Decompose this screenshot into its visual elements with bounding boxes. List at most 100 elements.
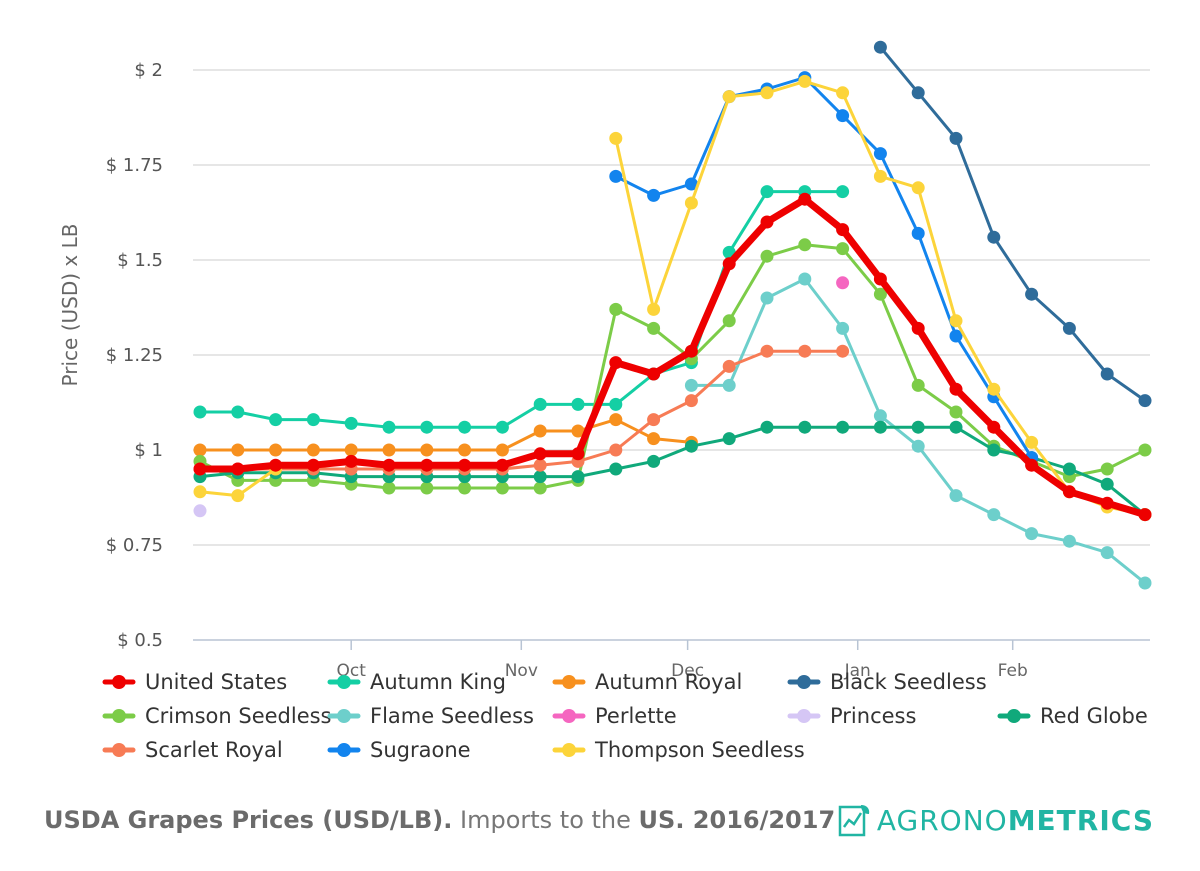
- data-point[interactable]: [722, 90, 736, 104]
- data-point[interactable]: [193, 485, 207, 499]
- data-point[interactable]: [1138, 394, 1152, 408]
- data-point[interactable]: [987, 508, 1001, 522]
- data-point[interactable]: [193, 462, 207, 476]
- data-point[interactable]: [269, 413, 283, 427]
- data-point[interactable]: [533, 447, 547, 461]
- data-point[interactable]: [684, 394, 698, 408]
- data-point[interactable]: [987, 420, 1001, 434]
- data-point[interactable]: [495, 420, 509, 434]
- data-point[interactable]: [873, 169, 887, 183]
- data-point[interactable]: [269, 458, 283, 472]
- data-point[interactable]: [306, 413, 320, 427]
- data-point[interactable]: [911, 420, 925, 434]
- data-point[interactable]: [1138, 508, 1152, 522]
- legend-item[interactable]: Crimson Seedless: [102, 704, 332, 728]
- legend-item[interactable]: Scarlet Royal: [102, 738, 283, 762]
- data-point[interactable]: [647, 302, 661, 316]
- data-point[interactable]: [571, 447, 585, 461]
- data-point[interactable]: [1025, 435, 1039, 449]
- data-point[interactable]: [949, 489, 963, 503]
- data-point[interactable]: [911, 439, 925, 453]
- legend-item[interactable]: Princess: [787, 704, 916, 728]
- data-point[interactable]: [873, 287, 887, 301]
- data-point[interactable]: [571, 424, 585, 438]
- data-point[interactable]: [949, 131, 963, 145]
- data-point[interactable]: [344, 416, 358, 430]
- data-point[interactable]: [1138, 443, 1152, 457]
- data-point[interactable]: [231, 405, 245, 419]
- data-point[interactable]: [420, 458, 434, 472]
- data-point[interactable]: [647, 432, 661, 446]
- data-point[interactable]: [836, 276, 850, 290]
- data-point[interactable]: [306, 443, 320, 457]
- data-point[interactable]: [873, 272, 887, 286]
- data-point[interactable]: [420, 443, 434, 457]
- data-point[interactable]: [533, 458, 547, 472]
- data-point[interactable]: [911, 86, 925, 100]
- data-point[interactable]: [495, 443, 509, 457]
- data-point[interactable]: [949, 382, 963, 396]
- data-point[interactable]: [609, 443, 623, 457]
- data-point[interactable]: [760, 420, 774, 434]
- data-point[interactable]: [458, 420, 472, 434]
- data-point[interactable]: [533, 470, 547, 484]
- legend-item[interactable]: Perlette: [552, 704, 677, 728]
- data-point[interactable]: [382, 420, 396, 434]
- data-point[interactable]: [647, 367, 661, 381]
- data-point[interactable]: [798, 192, 812, 206]
- data-point[interactable]: [495, 481, 509, 495]
- data-point[interactable]: [344, 454, 358, 468]
- data-point[interactable]: [571, 470, 585, 484]
- data-point[interactable]: [987, 382, 1001, 396]
- data-point[interactable]: [949, 314, 963, 328]
- data-point[interactable]: [1062, 462, 1076, 476]
- data-point[interactable]: [911, 321, 925, 335]
- data-point[interactable]: [609, 397, 623, 411]
- data-point[interactable]: [609, 131, 623, 145]
- legend-item[interactable]: Thompson Seedless: [552, 738, 805, 762]
- data-point[interactable]: [382, 481, 396, 495]
- data-point[interactable]: [1100, 477, 1114, 491]
- data-point[interactable]: [722, 378, 736, 392]
- data-point[interactable]: [458, 458, 472, 472]
- data-point[interactable]: [798, 344, 812, 358]
- legend-item[interactable]: Autumn Royal: [552, 670, 742, 694]
- data-point[interactable]: [911, 181, 925, 195]
- data-point[interactable]: [609, 356, 623, 370]
- data-point[interactable]: [798, 238, 812, 252]
- data-point[interactable]: [269, 443, 283, 457]
- data-point[interactable]: [684, 177, 698, 191]
- data-point[interactable]: [798, 420, 812, 434]
- data-point[interactable]: [231, 489, 245, 503]
- data-point[interactable]: [382, 458, 396, 472]
- data-point[interactable]: [647, 188, 661, 202]
- data-point[interactable]: [1138, 576, 1152, 590]
- data-point[interactable]: [836, 321, 850, 335]
- data-point[interactable]: [609, 413, 623, 427]
- legend-item[interactable]: United States: [102, 670, 287, 694]
- data-point[interactable]: [231, 462, 245, 476]
- data-point[interactable]: [1025, 287, 1039, 301]
- data-point[interactable]: [533, 481, 547, 495]
- data-point[interactable]: [836, 344, 850, 358]
- legend-item[interactable]: Black Seedless: [787, 670, 987, 694]
- data-point[interactable]: [722, 257, 736, 271]
- legend-item[interactable]: Autumn King: [327, 670, 506, 694]
- data-point[interactable]: [382, 443, 396, 457]
- data-point[interactable]: [344, 443, 358, 457]
- data-point[interactable]: [873, 40, 887, 54]
- data-point[interactable]: [836, 185, 850, 199]
- data-point[interactable]: [949, 405, 963, 419]
- legend-item[interactable]: Red Globe: [997, 704, 1148, 728]
- data-point[interactable]: [1062, 321, 1076, 335]
- data-point[interactable]: [836, 223, 850, 237]
- data-point[interactable]: [987, 230, 1001, 244]
- data-point[interactable]: [458, 481, 472, 495]
- data-point[interactable]: [1100, 462, 1114, 476]
- data-point[interactable]: [798, 272, 812, 286]
- data-point[interactable]: [722, 314, 736, 328]
- data-point[interactable]: [684, 344, 698, 358]
- data-point[interactable]: [571, 397, 585, 411]
- data-point[interactable]: [1100, 496, 1114, 510]
- data-point[interactable]: [684, 439, 698, 453]
